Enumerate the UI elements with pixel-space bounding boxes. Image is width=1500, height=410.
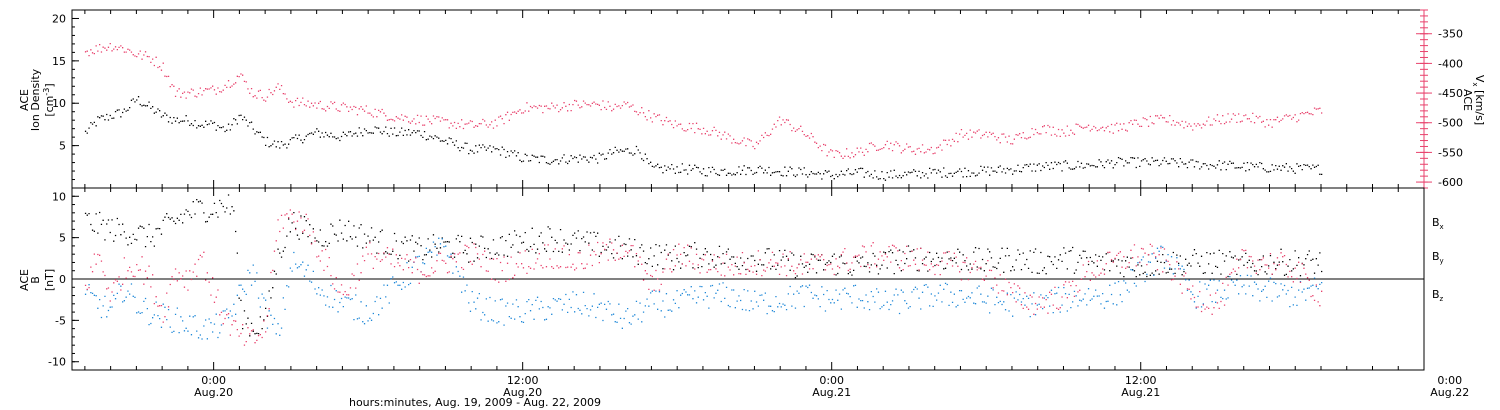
right-y-axis-label: Vx [km/s] (1471, 75, 1486, 125)
legend-label: B (1432, 288, 1440, 301)
b-series-bx-points (84, 194, 1323, 337)
x-tick-time-label: 12:00 (507, 374, 539, 387)
legend-sub: y (1440, 257, 1444, 265)
right-y-axis-label-ace: ACE (1461, 89, 1474, 111)
x-tick-time-label: 0:00 (201, 374, 226, 387)
x-tick-time-label: 0:00 (819, 374, 844, 387)
velocity-series-points (84, 42, 1323, 160)
b-series-bx (84, 194, 1323, 337)
legend-label: B (1432, 250, 1440, 263)
right-label-unit: [km/s] (1473, 87, 1486, 126)
b-series-by-points (84, 237, 1323, 340)
b-y-tick-label: -10 (48, 356, 66, 369)
left-y-tick-label: 10 (52, 97, 66, 110)
left-y-tick-label: 20 (52, 12, 66, 25)
velocity-series (84, 42, 1323, 160)
right-y-tick-label: -550 (1438, 146, 1463, 159)
right-label-v: V (1473, 75, 1486, 83)
right-label-sub: x (1471, 82, 1479, 86)
left-y-tick-label: 15 (52, 55, 66, 68)
x-tick-date-label: Aug.21 (812, 386, 851, 399)
left-y-axis-unit: [cm-3] (42, 83, 56, 116)
legend-bz: Bz (1432, 288, 1444, 303)
right-y-tick-label: -450 (1438, 87, 1463, 100)
b-series-bz-points (84, 209, 1323, 346)
right-y-tick-label: -500 (1438, 117, 1463, 130)
left-y-tick-label: 5 (59, 140, 66, 153)
x-tick-date-label: Aug.22 (1430, 386, 1469, 399)
b-y-axis-unit: [nT] (43, 269, 56, 291)
unit-close: ] (43, 83, 56, 87)
unit-exponent: -3 (42, 88, 51, 96)
left-y-axis-label-ace: ACE (18, 89, 31, 111)
ion-density-series-points (84, 96, 1323, 181)
b-y-axis-label-ace: ACE (18, 269, 31, 291)
right-y-tick-label: -400 (1438, 57, 1463, 70)
x-tick-time-label: 0:00 (1437, 374, 1462, 387)
ion-density-series (84, 96, 1323, 181)
b-series-by (84, 237, 1323, 340)
x-axis-label: hours:minutes, Aug. 19, 2009 - Aug. 22, … (349, 396, 601, 409)
b-y-tick-label: 0 (59, 273, 66, 286)
legend-by: By (1432, 250, 1444, 265)
b-y-tick-label: 5 (59, 232, 66, 245)
legend-label: B (1432, 216, 1440, 229)
right-y-tick-label: -600 (1438, 176, 1463, 189)
b-y-tick-label: -5 (55, 314, 66, 327)
b-y-axis-label-title: B (29, 276, 42, 284)
b-y-tick-label: 10 (52, 190, 66, 203)
x-tick-date-label: Aug.20 (503, 386, 542, 399)
top-panel-frame (71, 9, 1425, 189)
x-tick-date-label: Aug.21 (1121, 386, 1160, 399)
x-tick-date-label: Aug.20 (194, 386, 233, 399)
x-tick-time-label: 12:00 (1125, 374, 1157, 387)
unit-base: [cm (43, 96, 56, 117)
legend-sub: x (1440, 223, 1444, 231)
legend-bx: Bx (1432, 216, 1444, 231)
left-y-axis-label-title: Ion Density (29, 68, 42, 131)
b-series-bz (84, 209, 1323, 346)
right-y-tick-label: -350 (1438, 28, 1463, 41)
time-axis: 0:00Aug.2012:00Aug.200:00Aug.2112:00Aug.… (194, 374, 1469, 399)
legend-sub: z (1440, 295, 1444, 303)
